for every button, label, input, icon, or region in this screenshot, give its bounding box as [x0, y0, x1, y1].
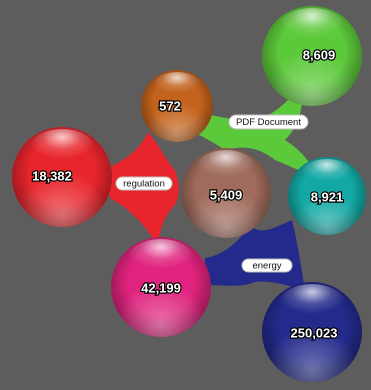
- bubble-572[interactable]: 572: [141, 70, 213, 142]
- bubble-5409-value: 5,409: [210, 187, 243, 202]
- bubble-572-highlight: [153, 72, 201, 100]
- bubble-8609[interactable]: 8,609: [262, 6, 362, 106]
- pill-pdf-document-bg: [228, 114, 309, 130]
- bubble-250023-value: 250,023: [291, 325, 338, 340]
- bubble-250023[interactable]: 250,023: [262, 282, 362, 382]
- bubble-8921-highlight: [301, 159, 353, 189]
- bubble-18382-value: 18,382: [32, 168, 72, 183]
- bubble-8609-highlight: [279, 8, 345, 48]
- connector-pdf-document: PDF Document: [182, 85, 315, 175]
- connector-energy: energy: [205, 220, 305, 290]
- bubble-42199-highlight: [128, 239, 194, 279]
- pill-pdf-document: PDF Document: [228, 114, 309, 130]
- pill-energy-label: energy: [252, 261, 281, 272]
- pill-energy: energy: [241, 258, 293, 273]
- pill-regulation-label: regulation: [123, 179, 165, 190]
- connector-regulation: regulation: [108, 132, 179, 245]
- pill-energy-bg: [241, 258, 293, 273]
- pill-pdf-document-label: PDF Document: [236, 117, 301, 128]
- pill-regulation-bg: [115, 176, 173, 191]
- pill-regulation: regulation: [115, 176, 173, 191]
- bubble-572-value: 572: [159, 98, 181, 113]
- bubble-8921[interactable]: 8,921: [288, 157, 366, 235]
- bubble-18382[interactable]: 18,382: [12, 127, 112, 227]
- bubble-8609-value: 8,609: [303, 47, 336, 62]
- bubble-42199[interactable]: 42,199: [111, 237, 211, 337]
- bubble-5409-highlight: [196, 150, 256, 186]
- bubble-18382-highlight: [29, 129, 95, 169]
- bubble-5409[interactable]: 5,409: [181, 148, 271, 238]
- connector-pdf-document-blob: [182, 85, 315, 175]
- bubble-8921-value: 8,921: [311, 189, 344, 204]
- bubble-42199-value: 42,199: [141, 280, 181, 295]
- bubble-250023-highlight: [279, 284, 345, 324]
